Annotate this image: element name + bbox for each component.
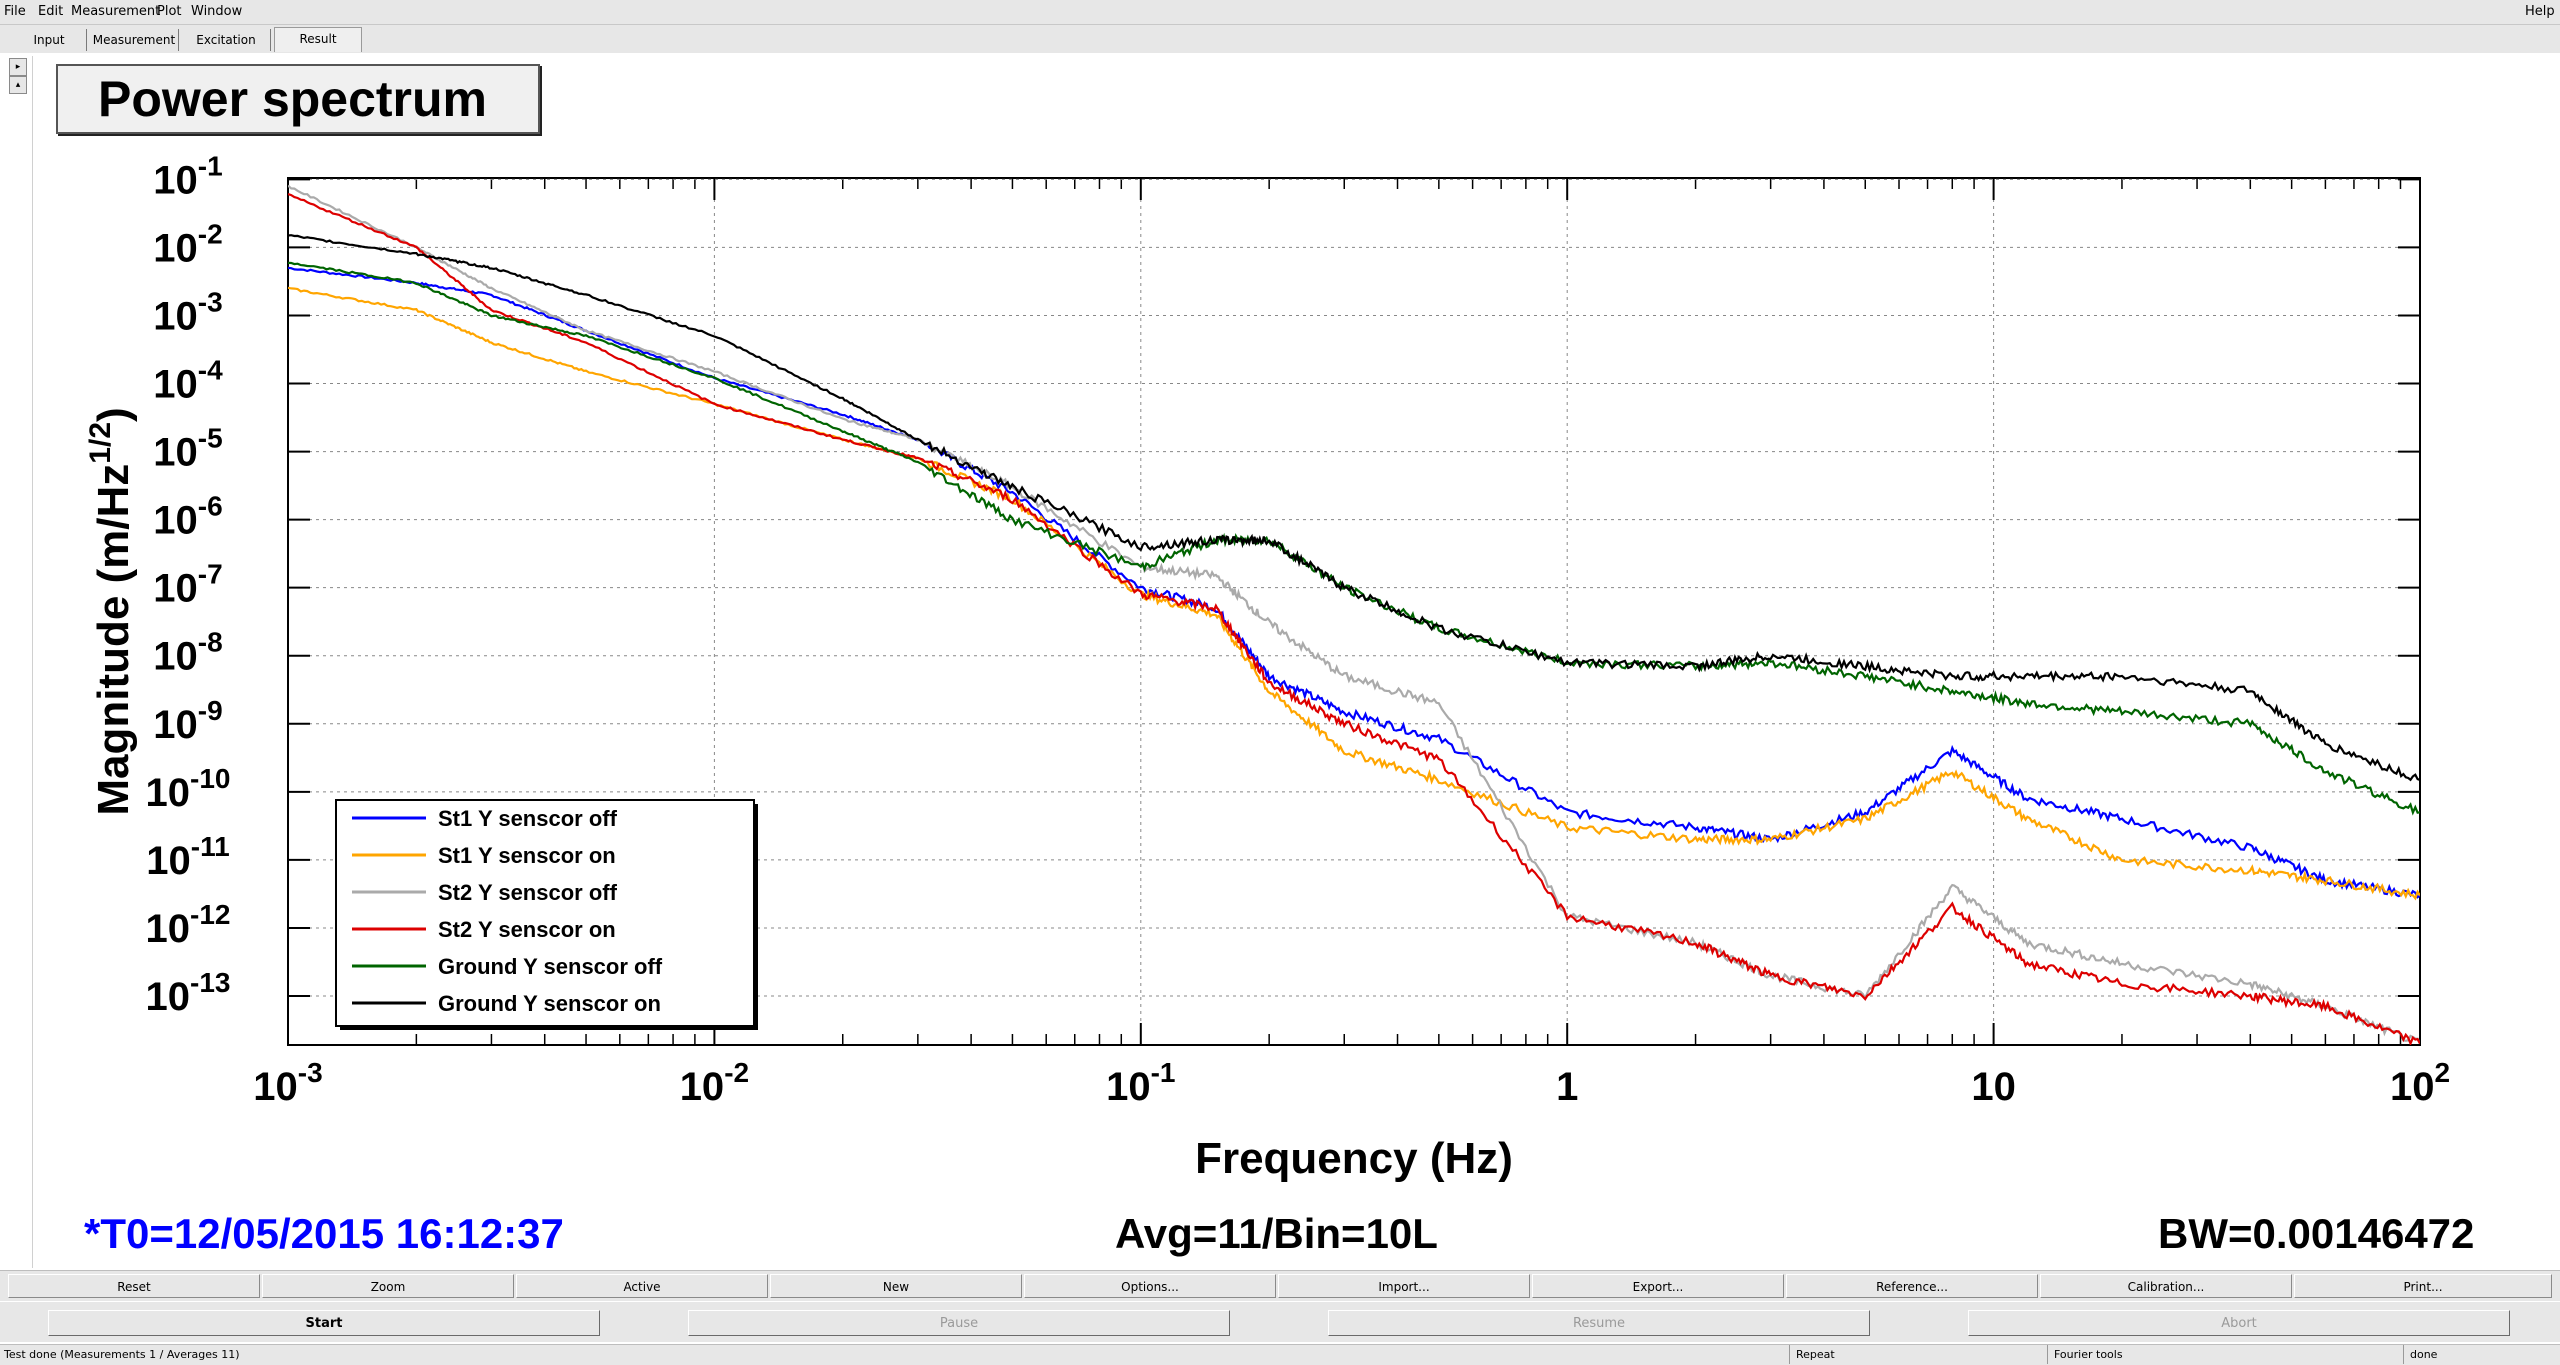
- menu-plot[interactable]: Plot: [157, 4, 182, 19]
- export-button[interactable]: Export...: [1532, 1274, 1784, 1298]
- y-tick-label: 10-4: [153, 355, 223, 407]
- reset-button[interactable]: Reset: [8, 1274, 260, 1298]
- legend-label: St1 Y senscor on: [438, 843, 616, 868]
- legend-label: Ground Y senscor on: [438, 991, 661, 1016]
- series-line: [288, 234, 2420, 782]
- x-axis-label: Frequency (Hz): [1195, 1134, 1513, 1183]
- x-tick-label: 10-1: [1106, 1057, 1175, 1109]
- tab-excitation[interactable]: Excitation: [182, 29, 271, 51]
- plot-toolbar: Reset Zoom Active New Options... Import.…: [0, 1270, 2560, 1301]
- y-tick-label: 10-7: [153, 559, 222, 611]
- averages-info: Avg=11/Bin=10L: [1115, 1210, 1438, 1257]
- power-spectrum-chart: 10-3 10-2 10-1 1 10 10210-110-210-310-410-510…: [84, 150, 2450, 1183]
- menu-help[interactable]: Help: [2525, 4, 2555, 19]
- y-tick-label: 10-3: [153, 286, 222, 338]
- reference-button[interactable]: Reference...: [1786, 1274, 2038, 1298]
- print-button[interactable]: Print...: [2294, 1274, 2552, 1298]
- expand-right-icon[interactable]: ▸: [9, 58, 27, 76]
- legend-label: Ground Y senscor off: [438, 954, 663, 979]
- status-message: Test done (Measurements 1 / Averages 11): [0, 1345, 1790, 1364]
- y-tick-label: 10-8: [153, 627, 222, 679]
- y-tick-label: 10-1: [153, 150, 222, 202]
- legend-box: [335, 799, 755, 1027]
- x-tick-label: 10: [1971, 1065, 2016, 1109]
- tab-measurement[interactable]: Measurement: [90, 29, 179, 51]
- status-state: done: [2410, 1348, 2438, 1361]
- tab-bar: Input Measurement Excitation Result: [0, 25, 2560, 53]
- bandwidth-info: BW=0.00146472: [2158, 1210, 2475, 1257]
- tab-input[interactable]: Input: [12, 29, 87, 51]
- pause-button[interactable]: Pause: [688, 1310, 1230, 1336]
- active-button[interactable]: Active: [516, 1274, 768, 1298]
- legend-label: St1 Y senscor off: [438, 806, 618, 831]
- y-tick-label: 10-10: [146, 763, 231, 815]
- calibration-button[interactable]: Calibration...: [2040, 1274, 2292, 1298]
- control-toolbar: Start Pause Resume Abort: [0, 1302, 2560, 1342]
- y-tick-label: 10-12: [146, 899, 231, 951]
- series-line: [288, 286, 2420, 901]
- x-tick-label: 10-3: [253, 1057, 322, 1109]
- series-line: [288, 193, 2420, 1045]
- new-button[interactable]: New: [770, 1274, 1022, 1298]
- y-tick-label: 10-2: [153, 218, 222, 270]
- y-axis-label: Magnitude (m/Hz1/2): [84, 407, 138, 815]
- menu-measurement[interactable]: Measurement: [71, 4, 161, 19]
- x-tick-label: 102: [2390, 1057, 2450, 1109]
- series-line: [288, 184, 2420, 1045]
- zoom-button[interactable]: Zoom: [262, 1274, 514, 1298]
- y-tick-label: 10-13: [146, 967, 231, 1019]
- legend-label: St2 Y senscor on: [438, 917, 616, 942]
- menu-window[interactable]: Window: [191, 4, 243, 19]
- plot-title: Power spectrum: [56, 64, 540, 134]
- abort-button[interactable]: Abort: [1968, 1310, 2510, 1336]
- y-tick-label: 10-11: [146, 831, 229, 883]
- menu-file[interactable]: File: [4, 4, 26, 19]
- collapse-up-icon[interactable]: ▴: [9, 76, 27, 94]
- legend-label: St2 Y senscor off: [438, 880, 618, 905]
- status-repeat: Repeat: [1792, 1345, 2048, 1364]
- options-button[interactable]: Options...: [1024, 1274, 1276, 1298]
- x-tick-label: 10-2: [680, 1057, 749, 1109]
- y-tick-label: 10-9: [153, 695, 222, 747]
- x-tick-label: 1: [1556, 1065, 1578, 1109]
- status-tools: Fourier tools: [2050, 1345, 2404, 1364]
- menu-bar: File Edit Measurement Plot Window Help: [0, 0, 2560, 25]
- import-button[interactable]: Import...: [1278, 1274, 1530, 1298]
- start-button[interactable]: Start: [48, 1310, 600, 1336]
- t0-timestamp: *T0=12/05/2015 16:12:37: [84, 1210, 564, 1257]
- resume-button[interactable]: Resume: [1328, 1310, 1870, 1336]
- y-tick-label: 10-6: [153, 491, 222, 543]
- y-tick-label: 10-5: [153, 423, 222, 475]
- menu-edit[interactable]: Edit: [38, 4, 64, 19]
- status-bar: Test done (Measurements 1 / Averages 11)…: [0, 1344, 2560, 1365]
- tab-result[interactable]: Result: [274, 27, 362, 52]
